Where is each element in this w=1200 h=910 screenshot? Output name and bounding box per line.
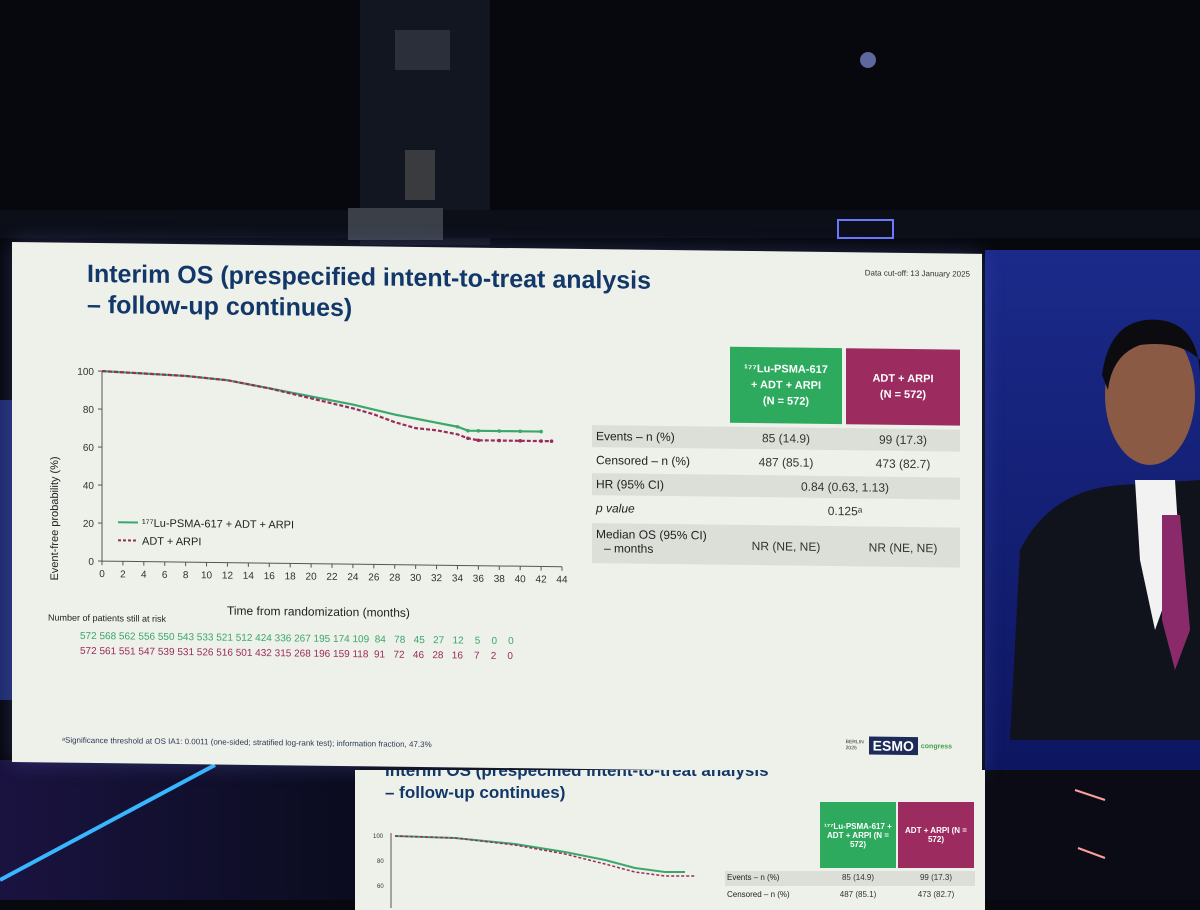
row-label-median-line1: Median OS (95% CI) bbox=[596, 527, 707, 542]
x-tick-label: 20 bbox=[306, 572, 318, 583]
second-header-adt: ADT + ARPI (N = 572) bbox=[898, 802, 974, 868]
x-tick-label: 0 bbox=[99, 569, 105, 580]
legend: ¹⁷⁷Lu-PSMA-617 + ADT + ARPI ADT + ARPI bbox=[118, 517, 294, 549]
header-lu-line2: + ADT + ARPI bbox=[751, 377, 821, 394]
second-ytick-60: 60 bbox=[377, 884, 384, 890]
x-tick-label: 22 bbox=[326, 572, 338, 583]
second-ytick-80: 80 bbox=[377, 859, 384, 865]
logo-brand: ESMO bbox=[869, 736, 918, 755]
x-tick-label: 16 bbox=[264, 571, 276, 582]
censor-mark-adt bbox=[477, 438, 481, 442]
x-tick-label: 4 bbox=[141, 570, 147, 581]
header-adt-line1: ADT + ARPI bbox=[872, 371, 933, 388]
x-tick-label: 34 bbox=[452, 573, 464, 584]
x-tick-label: 10 bbox=[201, 570, 213, 581]
second-censored-lu: 487 (85.1) bbox=[820, 890, 896, 899]
y-tick-label: 0 bbox=[88, 557, 94, 568]
second-slide: Interim OS (prespecified intent-to-treat… bbox=[355, 770, 985, 910]
y-tick-label: 60 bbox=[83, 443, 95, 454]
slide-title: Interim OS (prespecified intent-to-treat… bbox=[87, 259, 727, 329]
second-title-line1: Interim OS (prespecified intent-to-treat… bbox=[385, 770, 769, 782]
x-tick-label: 24 bbox=[347, 572, 359, 583]
x-tick-label: 36 bbox=[473, 574, 485, 585]
y-axis-label: Event-free probability (%) bbox=[49, 456, 61, 580]
legend-adt-label: ADT + ARPI bbox=[142, 536, 201, 549]
p-value: 0.125ᵃ bbox=[730, 503, 960, 520]
at-risk-title: Number of patients still at risk bbox=[48, 612, 166, 623]
x-tick-label: 14 bbox=[243, 571, 255, 582]
second-slide-chart: 100 80 60 bbox=[365, 828, 705, 908]
at-risk-lu-row: 572 568 562 556 550 543 533 521 512 424 … bbox=[80, 631, 514, 647]
second-ytick-100: 100 bbox=[373, 834, 384, 840]
header-lu-line1: ¹⁷⁷Lu-PSMA-617 bbox=[744, 361, 828, 378]
x-tick-label: 44 bbox=[556, 575, 568, 586]
second-slide-title: Interim OS (prespecified intent-to-treat… bbox=[385, 770, 769, 804]
row-label-censored: Censored – n (%) bbox=[596, 453, 690, 468]
second-events-adt: 99 (17.3) bbox=[898, 873, 974, 882]
censor-mark-adt bbox=[497, 439, 501, 443]
row-label-median-line2: – months bbox=[596, 541, 707, 556]
legend-lu-label: ¹⁷⁷Lu-PSMA-617 + ADT + ARPI bbox=[142, 518, 294, 532]
censor-mark-lu bbox=[466, 429, 470, 433]
header-adt-line2: (N = 572) bbox=[880, 387, 926, 404]
x-tick-label: 40 bbox=[515, 574, 527, 585]
x-tick-label: 32 bbox=[431, 573, 443, 584]
second-lu-curve bbox=[395, 836, 685, 872]
table-header-adt: ADT + ARPI (N = 572) bbox=[846, 348, 960, 425]
row-label-events: Events – n (%) bbox=[596, 429, 675, 444]
presentation-slide: Interim OS (prespecified intent-to-treat… bbox=[12, 242, 982, 774]
y-tick-label: 100 bbox=[77, 367, 94, 378]
row-label-hr: HR (95% CI) bbox=[596, 477, 664, 492]
x-tick-label: 6 bbox=[162, 570, 168, 581]
censor-mark-adt bbox=[550, 439, 554, 443]
at-risk-adt-row: 572 561 551 547 539 531 526 516 501 432 … bbox=[80, 646, 513, 662]
row-label-pvalue: p value bbox=[596, 501, 635, 515]
x-tick-label: 8 bbox=[183, 570, 189, 581]
hr-value: 0.84 (0.63, 1.13) bbox=[730, 479, 960, 496]
logo-suffix: congress bbox=[921, 743, 952, 750]
data-cutoff: Data cut-off: 13 January 2025 bbox=[865, 268, 970, 278]
censor-mark-adt bbox=[518, 439, 522, 443]
censor-mark-adt bbox=[466, 436, 470, 440]
censor-mark-lu bbox=[477, 429, 481, 433]
x-tick-label: 28 bbox=[389, 573, 401, 584]
censor-mark-lu bbox=[539, 430, 543, 434]
y-tick-label: 20 bbox=[83, 519, 95, 530]
table-header-lu: ¹⁷⁷Lu-PSMA-617 + ADT + ARPI (N = 572) bbox=[730, 347, 842, 424]
row-label-median: Median OS (95% CI) – months bbox=[596, 527, 707, 556]
x-axis-label: Time from randomization (months) bbox=[227, 604, 410, 620]
second-censored-label: Censored – n (%) bbox=[727, 890, 790, 899]
speaker-figure bbox=[990, 300, 1200, 740]
x-tick-label: 26 bbox=[368, 572, 380, 583]
footnote: ᵃSignificance threshold at OS IA1: 0.001… bbox=[62, 736, 432, 750]
header-lu-line3: (N = 572) bbox=[763, 393, 809, 410]
y-tick-label: 40 bbox=[83, 481, 95, 492]
x-tick-label: 18 bbox=[285, 571, 297, 582]
events-adt: 99 (17.3) bbox=[846, 432, 960, 447]
x-tick-label: 12 bbox=[222, 571, 234, 582]
censored-lu: 487 (85.1) bbox=[730, 455, 842, 470]
events-lu: 85 (14.9) bbox=[730, 431, 842, 446]
censor-mark-lu bbox=[518, 429, 522, 433]
y-tick-label: 80 bbox=[83, 405, 95, 416]
censored-adt: 473 (82.7) bbox=[846, 456, 960, 471]
censor-mark-adt bbox=[539, 439, 543, 443]
censor-mark-lu bbox=[497, 429, 501, 433]
median-lu: NR (NE, NE) bbox=[730, 539, 842, 554]
second-events-label: Events – n (%) bbox=[727, 873, 779, 882]
second-censored-adt: 473 (82.7) bbox=[898, 890, 974, 899]
x-tick-label: 38 bbox=[494, 574, 506, 585]
x-tick-label: 2 bbox=[120, 569, 126, 580]
second-events-lu: 85 (14.9) bbox=[820, 873, 896, 882]
x-tick-label: 42 bbox=[536, 574, 548, 585]
censor-mark-lu bbox=[456, 425, 460, 429]
second-header-lu: ¹⁷⁷Lu-PSMA-617 + ADT + ARPI (N = 572) bbox=[820, 802, 896, 868]
km-curve-lu bbox=[102, 371, 541, 431]
logo-location: BERLIN 2025 bbox=[846, 739, 866, 751]
second-title-line2: – follow-up continues) bbox=[385, 782, 769, 804]
esmo-logo: BERLIN 2025 ESMO congress bbox=[846, 736, 952, 755]
x-tick-label: 30 bbox=[410, 573, 422, 584]
median-adt: NR (NE, NE) bbox=[846, 540, 960, 555]
